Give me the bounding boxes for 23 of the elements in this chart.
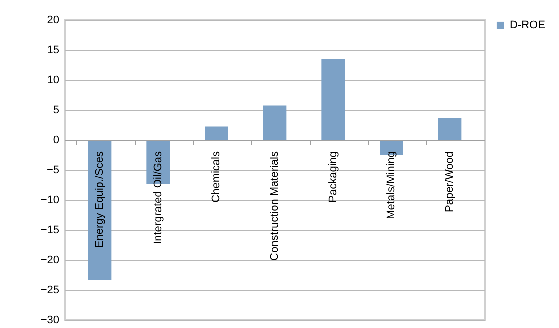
- y-tick-label: −10: [40, 194, 60, 206]
- y-tick-label: 20: [47, 14, 60, 26]
- legend-label: D-ROE: [510, 20, 546, 32]
- bar: [263, 106, 287, 140]
- y-tick-label: −5: [46, 164, 60, 176]
- y-tick-label: −30: [40, 314, 60, 326]
- x-tick-label: Chemicals: [210, 151, 223, 203]
- x-tick-label: Construction Materials: [269, 151, 281, 261]
- bar: [205, 126, 228, 140]
- y-tick-label: −25: [40, 284, 60, 296]
- y-tick-label: 5: [53, 104, 60, 116]
- y-tick-label: 15: [47, 44, 60, 56]
- y-tick-label: 10: [47, 74, 60, 86]
- bar: [438, 118, 462, 140]
- x-tick-label: Metals/Mining: [386, 152, 398, 220]
- x-tick-label: Intergrated Oil/Gas: [152, 151, 164, 244]
- x-tick-label: Packaging: [327, 152, 340, 203]
- y-tick-label: −15: [40, 224, 60, 236]
- x-tick-label: Energy Equip./Sces: [94, 151, 106, 248]
- x-tick-label: Paper/Wood: [444, 152, 456, 212]
- y-tick-label: 0: [53, 134, 60, 146]
- y-tick-label: −20: [40, 254, 60, 266]
- bar: [322, 59, 345, 140]
